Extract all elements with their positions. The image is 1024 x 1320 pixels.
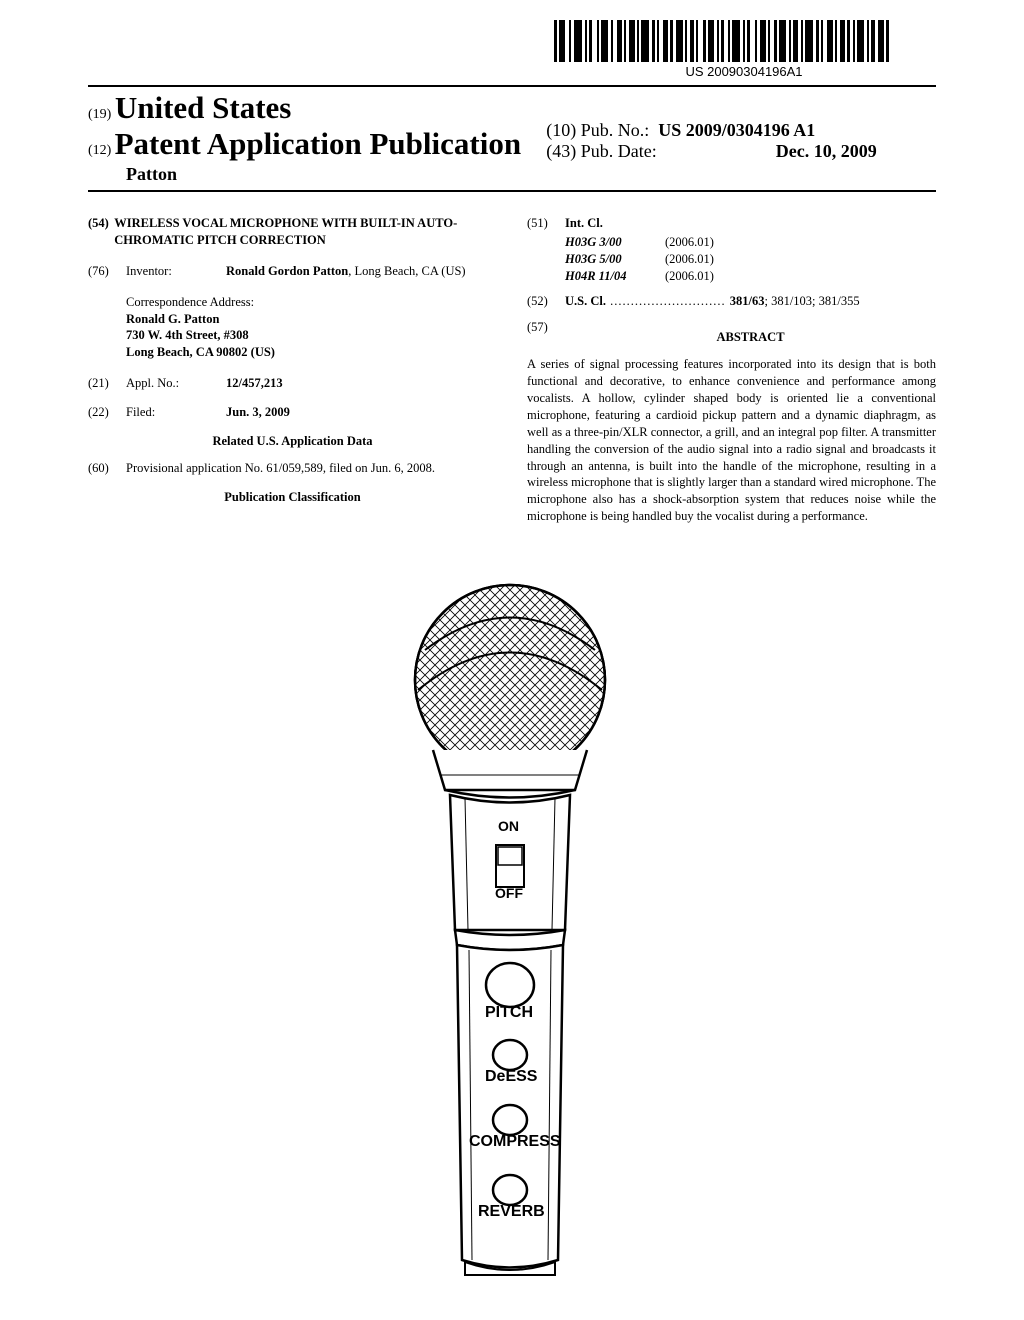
label-deess: DeESS bbox=[485, 1068, 537, 1086]
pub-date-prefix: (43) bbox=[546, 141, 576, 161]
rule-bottom bbox=[88, 190, 936, 192]
corr-addr1: 730 W. 4th Street, #308 bbox=[126, 327, 497, 344]
pub-date-label: Pub. Date: bbox=[581, 141, 657, 161]
body-columns: (54) WIRELESS VOCAL MICROPHONE WITH BUIL… bbox=[88, 215, 936, 525]
header-left: (19) United States (12) Patent Applicati… bbox=[88, 90, 543, 185]
us-title: United States bbox=[115, 90, 292, 125]
title-num: (54) bbox=[88, 215, 114, 249]
pub-class-heading: Publication Classification bbox=[88, 489, 497, 506]
intcl-date-1: (2006.01) bbox=[665, 251, 714, 268]
related-heading: Related U.S. Application Data bbox=[88, 433, 497, 450]
corr-label: Correspondence Address: bbox=[126, 294, 497, 311]
provisional-prefix: (60) bbox=[88, 460, 126, 477]
intcl-code-2: H04R 11/04 bbox=[565, 268, 665, 285]
rule-top bbox=[88, 85, 936, 87]
appl-num-prefix: (21) bbox=[88, 375, 126, 392]
intcl-label: Int. Cl. bbox=[565, 216, 603, 230]
author-name: Patton bbox=[126, 164, 177, 184]
us-prefix: (19) bbox=[88, 107, 111, 122]
pub-prefix: (12) bbox=[88, 143, 111, 158]
uscl-prefix: (52) bbox=[527, 293, 565, 310]
appl-num-label: Appl. No.: bbox=[126, 375, 226, 392]
barcode-graphic bbox=[554, 20, 934, 62]
pub-no-value: US 2009/0304196 A1 bbox=[658, 120, 815, 140]
intcl-prefix: (51) bbox=[527, 215, 565, 232]
appl-num-value: 12/457,213 bbox=[226, 376, 283, 390]
label-reverb: REVERB bbox=[478, 1203, 545, 1221]
microphone-svg bbox=[370, 580, 650, 1280]
label-compress: COMPRESS bbox=[469, 1133, 561, 1151]
filed-label: Filed: bbox=[126, 404, 226, 421]
pub-no-prefix: (10) bbox=[546, 120, 576, 140]
inventor-num: (76) bbox=[88, 263, 126, 280]
corr-name: Ronald G. Patton bbox=[126, 311, 497, 328]
header-right: (10) Pub. No.: US 2009/0304196 A1 (43) P… bbox=[546, 90, 876, 162]
pub-title: Patent Application Publication bbox=[115, 126, 521, 161]
pub-no-label: Pub. No.: bbox=[581, 120, 650, 140]
left-column: (54) WIRELESS VOCAL MICROPHONE WITH BUIL… bbox=[88, 215, 497, 525]
intcl-code-1: H03G 5/00 bbox=[565, 251, 665, 268]
corr-addr2: Long Beach, CA 90802 (US) bbox=[126, 344, 497, 361]
inventor-label: Inventor: bbox=[126, 263, 226, 280]
right-column: (51) Int. Cl. H03G 3/00 (2006.01) H03G 5… bbox=[527, 215, 936, 525]
intcl-code-0: H03G 3/00 bbox=[565, 234, 665, 251]
filed-value: Jun. 3, 2009 bbox=[226, 405, 290, 419]
label-pitch: PITCH bbox=[485, 1004, 533, 1022]
uscl-value-bold: 381/63 bbox=[730, 294, 765, 308]
invention-title: WIRELESS VOCAL MICROPHONE WITH BUILT-IN … bbox=[114, 215, 497, 249]
abstract-label: ABSTRACT bbox=[565, 329, 936, 346]
inventor-loc: , Long Beach, CA (US) bbox=[348, 264, 465, 278]
uscl-label: U.S. Cl. bbox=[565, 294, 606, 308]
intcl-date-2: (2006.01) bbox=[665, 268, 714, 285]
microphone-figure: ON OFF PITCH DeESS COMPRESS REVERB bbox=[370, 580, 650, 1280]
pub-date-value: Dec. 10, 2009 bbox=[776, 141, 877, 161]
label-off: OFF bbox=[495, 885, 523, 901]
provisional-text: Provisional application No. 61/059,589, … bbox=[126, 460, 435, 477]
intcl-date-0: (2006.01) bbox=[665, 234, 714, 251]
label-on: ON bbox=[498, 818, 519, 834]
uscl-leader: ............................ bbox=[606, 294, 730, 308]
header: (19) United States (12) Patent Applicati… bbox=[88, 90, 936, 185]
inventor-name: Ronald Gordon Patton bbox=[226, 264, 348, 278]
barcode-label: US 20090304196A1 bbox=[554, 64, 934, 79]
abstract-body: A series of signal processing features i… bbox=[527, 356, 936, 525]
uscl-value-rest: ; 381/103; 381/355 bbox=[764, 294, 859, 308]
filed-prefix: (22) bbox=[88, 404, 126, 421]
abstract-prefix: (57) bbox=[527, 319, 565, 356]
barcode-block: US 20090304196A1 bbox=[554, 20, 934, 79]
